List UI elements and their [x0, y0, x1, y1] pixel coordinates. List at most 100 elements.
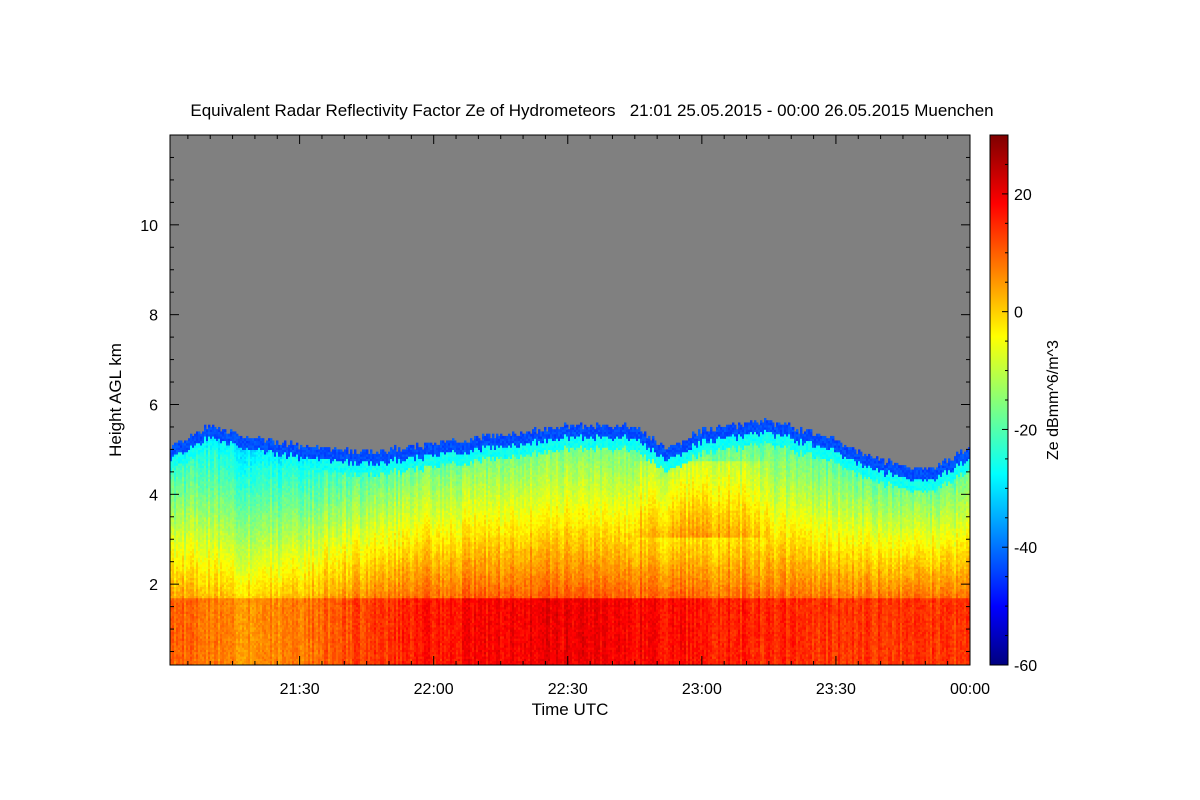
reflectivity-cell — [178, 620, 181, 623]
reflectivity-cell — [194, 631, 197, 635]
reflectivity-cell — [192, 552, 195, 556]
reflectivity-cell — [200, 662, 203, 665]
reflectivity-cell — [178, 536, 181, 540]
reflectivity-cell — [190, 579, 193, 583]
reflectivity-cell — [196, 615, 199, 619]
reflectivity-cell — [208, 516, 211, 520]
reflectivity-cell — [202, 581, 205, 585]
reflectivity-cell — [202, 554, 205, 558]
reflectivity-cell — [184, 572, 187, 576]
reflectivity-cell — [180, 543, 183, 547]
reflectivity-cell — [200, 467, 203, 471]
reflectivity-cell — [182, 642, 185, 646]
reflectivity-cell — [194, 635, 197, 639]
reflectivity-cell — [198, 656, 201, 659]
reflectivity-cell — [192, 624, 195, 628]
reflectivity-cell — [186, 462, 189, 466]
reflectivity-cell — [196, 435, 199, 439]
reflectivity-cell — [188, 543, 191, 547]
reflectivity-cell — [204, 483, 207, 486]
reflectivity-cell — [170, 532, 173, 536]
reflectivity-cell — [206, 519, 209, 522]
reflectivity-cell — [172, 653, 175, 657]
reflectivity-cell — [188, 568, 191, 572]
reflectivity-cell — [186, 505, 189, 509]
reflectivity-cell — [208, 602, 211, 605]
reflectivity-cell — [184, 501, 187, 504]
reflectivity-cell — [174, 453, 177, 457]
reflectivity-cell — [206, 599, 209, 603]
reflectivity-cell — [172, 570, 175, 574]
reflectivity-cell — [188, 532, 191, 536]
reflectivity-cell — [198, 626, 201, 630]
reflectivity-cell — [174, 516, 177, 520]
reflectivity-cell — [174, 566, 177, 570]
reflectivity-cell — [180, 541, 183, 545]
reflectivity-cell — [194, 606, 197, 610]
reflectivity-cell — [198, 467, 201, 471]
reflectivity-cell — [198, 458, 201, 462]
reflectivity-cell — [174, 557, 177, 561]
reflectivity-cell — [206, 548, 209, 552]
reflectivity-cell — [172, 456, 175, 459]
reflectivity-cell — [176, 487, 179, 491]
reflectivity-cell — [202, 530, 205, 534]
reflectivity-cell — [184, 660, 187, 664]
reflectivity-cell — [196, 617, 199, 621]
reflectivity-cell — [192, 460, 195, 464]
reflectivity-cell — [186, 442, 189, 446]
reflectivity-cell — [178, 541, 181, 545]
reflectivity-cell — [196, 658, 199, 662]
reflectivity-cell — [206, 557, 209, 561]
reflectivity-cell — [192, 599, 195, 603]
reflectivity-cell — [182, 647, 185, 650]
reflectivity-cell — [206, 539, 209, 543]
reflectivity-cell — [178, 631, 181, 635]
reflectivity-cell — [196, 633, 199, 637]
reflectivity-cell — [194, 530, 197, 534]
reflectivity-cell — [174, 660, 177, 664]
reflectivity-cell — [208, 593, 211, 596]
reflectivity-cell — [202, 471, 205, 475]
reflectivity-cell — [182, 626, 185, 630]
reflectivity-cell — [198, 647, 201, 650]
reflectivity-cell — [200, 649, 203, 653]
reflectivity-cell — [200, 492, 203, 495]
reflectivity-cell — [208, 566, 211, 570]
reflectivity-cell — [180, 474, 183, 477]
reflectivity-cell — [182, 640, 185, 644]
reflectivity-cell — [178, 626, 181, 630]
reflectivity-cell — [204, 440, 207, 444]
reflectivity-cell — [190, 501, 193, 504]
reflectivity-cell — [206, 525, 209, 529]
reflectivity-cell — [182, 523, 185, 527]
reflectivity-cell — [178, 465, 181, 468]
reflectivity-cell — [178, 597, 181, 601]
reflectivity-cell — [208, 624, 211, 628]
reflectivity-cell — [204, 624, 207, 628]
reflectivity-cell — [178, 471, 181, 475]
reflectivity-cell — [192, 640, 195, 644]
reflectivity-cell — [178, 458, 181, 462]
reflectivity-cell — [188, 521, 191, 525]
reflectivity-cell — [206, 561, 209, 565]
reflectivity-cell — [206, 604, 209, 608]
reflectivity-column — [176, 442, 179, 665]
reflectivity-cell — [208, 496, 211, 500]
reflectivity-cell — [180, 536, 183, 540]
reflectivity-cell — [198, 617, 201, 621]
reflectivity-cell — [204, 438, 207, 442]
reflectivity-cell — [188, 624, 191, 628]
reflectivity-cell — [188, 519, 191, 522]
reflectivity-cell — [192, 588, 195, 592]
reflectivity-cell — [188, 593, 191, 596]
reflectivity-cell — [174, 572, 177, 576]
reflectivity-cell — [202, 624, 205, 628]
reflectivity-cell — [182, 604, 185, 608]
reflectivity-cell — [182, 467, 185, 471]
reflectivity-column — [210, 426, 213, 665]
reflectivity-cell — [178, 485, 181, 489]
reflectivity-cell — [172, 586, 175, 590]
reflectivity-cell — [204, 554, 207, 558]
reflectivity-cell — [198, 644, 201, 648]
